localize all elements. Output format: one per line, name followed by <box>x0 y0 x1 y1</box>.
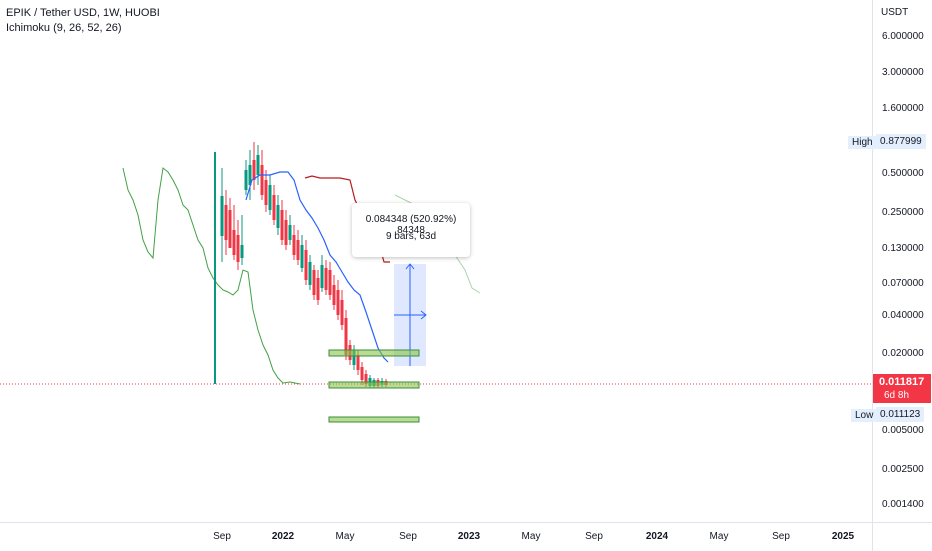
candle-body <box>324 268 328 290</box>
candle-body <box>260 165 264 195</box>
price-tick: 0.130000 <box>882 243 924 254</box>
price-axis-unit: USDT <box>881 7 909 18</box>
price-tick: 0.002500 <box>882 464 924 475</box>
time-tick: Sep <box>585 531 603 542</box>
support-zone-3 <box>328 416 420 423</box>
axis-corner <box>872 522 932 551</box>
measure-tooltip: 0.084348 (520.92%) 84348 9 bars, 63d <box>352 203 470 257</box>
candle-body <box>360 367 364 380</box>
indicator-label[interactable]: Ichimoku (9, 26, 52, 26) <box>6 22 122 34</box>
conversion-line <box>245 171 389 363</box>
measure-tooltip-change: 0.084348 (520.92%) 84348 <box>365 214 457 236</box>
time-tick: Sep <box>213 531 231 542</box>
price-tick: 0.500000 <box>882 168 924 179</box>
high-label: High <box>848 136 877 149</box>
time-tick: Sep <box>772 531 790 542</box>
support-zone-1 <box>328 349 420 357</box>
candle-body <box>312 270 316 295</box>
symbol-title[interactable]: EPIK / Tether USD, 1W, HUOBI <box>6 7 160 19</box>
candle-body <box>220 196 224 236</box>
price-tick: 0.005000 <box>882 425 924 436</box>
price-tick: 0.001400 <box>882 499 924 510</box>
chart-legend: EPIK / Tether USD, 1W, HUOBI Ichimoku (9… <box>6 6 160 36</box>
high-value-tag: 0.877999 <box>876 134 926 149</box>
price-tick: 1.600000 <box>882 103 924 114</box>
low-value: 0.011123 <box>876 407 925 422</box>
price-tick: 6.000000 <box>882 31 924 42</box>
candle-body <box>344 318 348 355</box>
candle-body <box>332 285 336 305</box>
candle-body <box>252 160 256 180</box>
candle-body <box>364 374 368 384</box>
candle-body <box>244 170 248 190</box>
price-tick: 0.250000 <box>882 207 924 218</box>
time-tick: May <box>521 531 541 542</box>
time-tick-year: 2022 <box>271 531 295 542</box>
price-tick: 0.020000 <box>882 348 924 359</box>
last-price-tag: 0.011817 6d 8h <box>873 374 931 403</box>
candle-body <box>340 300 344 325</box>
price-tick: 3.000000 <box>882 67 924 78</box>
candle-body <box>352 350 356 365</box>
candle-body <box>256 155 260 175</box>
time-tick-year: 2025 <box>831 531 855 542</box>
candle-body <box>228 210 232 248</box>
time-tick: May <box>709 531 729 542</box>
candle-body <box>300 245 304 268</box>
chart-canvas[interactable] <box>0 0 872 522</box>
high-value: 0.877999 <box>876 134 926 149</box>
time-tick: Sep <box>399 531 417 542</box>
low-label: Low <box>851 409 878 422</box>
candle-body <box>280 210 284 240</box>
measure-arrow-head-right <box>420 310 427 320</box>
low-value-tag: 0.011123 <box>876 407 925 422</box>
candle-body <box>240 245 244 258</box>
candle-body <box>272 195 276 220</box>
candle-body <box>264 180 268 205</box>
candle-body <box>232 230 236 255</box>
time-tick-year: 2024 <box>645 531 669 542</box>
time-tick: May <box>335 531 355 542</box>
last-price-value: 0.011817 <box>879 376 925 388</box>
chart-plot-area[interactable]: EPIK / Tether USD, 1W, HUOBI Ichimoku (9… <box>0 0 872 522</box>
candle-body <box>328 270 332 295</box>
candle-body <box>308 262 312 285</box>
bar-countdown: 6d 8h <box>884 390 910 401</box>
price-axis[interactable]: USDT 6.000000 3.000000 1.600000 0.500000… <box>872 0 932 522</box>
candle-body <box>224 205 228 240</box>
measure-arrow-head-up <box>405 263 415 270</box>
candle-body <box>296 240 300 260</box>
time-axis[interactable]: Sep 2022 May Sep 2023 May Sep 2024 May S… <box>0 522 872 551</box>
candle-body <box>292 235 296 255</box>
candle-body <box>268 185 272 210</box>
support-zone-2 <box>328 381 420 389</box>
price-tick: 0.040000 <box>882 310 924 321</box>
candle-body <box>288 225 292 240</box>
candle-body <box>356 355 360 370</box>
price-tick: 0.070000 <box>882 278 924 289</box>
lagging-span-line <box>122 167 301 385</box>
candle-body <box>304 250 308 280</box>
candle-body <box>276 205 280 228</box>
candle-body <box>248 165 252 185</box>
measure-tooltip-duration: 9 bars, 63d <box>385 231 437 242</box>
candle-body <box>336 290 340 315</box>
candle-body <box>284 220 288 245</box>
candle-body <box>236 235 240 262</box>
time-tick-year: 2023 <box>457 531 481 542</box>
candle-body <box>316 278 320 300</box>
candle-body <box>320 265 324 288</box>
